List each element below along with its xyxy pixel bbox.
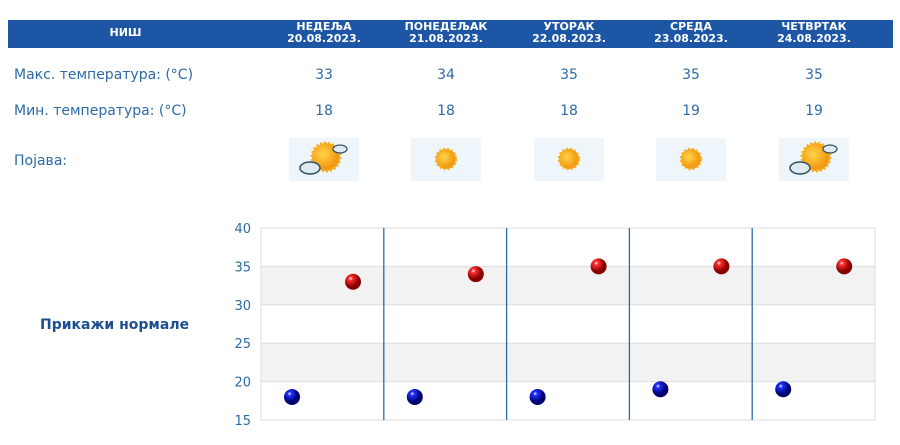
min-temp-value: 19 bbox=[805, 103, 823, 119]
min-temp-point bbox=[284, 388, 300, 405]
grid-band bbox=[261, 343, 875, 382]
day-name: ПОНЕДЕЉАК bbox=[404, 20, 488, 33]
day-date: 24.08.2023. bbox=[777, 32, 851, 45]
day-header: ПОНЕДЕЉАК 21.08.2023. bbox=[385, 21, 507, 45]
y-tick-label: 20 bbox=[234, 376, 251, 391]
grid-band bbox=[261, 266, 875, 305]
day-name: ЧЕТВРТАК bbox=[781, 20, 847, 33]
max-temp-value: 33 bbox=[315, 67, 333, 83]
y-tick-label: 35 bbox=[234, 260, 251, 275]
day-header: НЕДЕЉА 20.08.2023. bbox=[263, 21, 385, 45]
sunny-icon bbox=[411, 138, 481, 181]
min-temp-value: 18 bbox=[560, 103, 578, 119]
sunny-icon bbox=[534, 138, 604, 181]
city-name: НИШ bbox=[109, 26, 142, 39]
header-bar: НИШ НЕДЕЉА 20.08.2023. ПОНЕДЕЉАК 21.08.2023… bbox=[8, 20, 893, 48]
sunny-icon bbox=[656, 138, 726, 181]
day-header: СРЕДА 23.08.2023. bbox=[630, 21, 752, 45]
min-temp-point bbox=[652, 381, 669, 398]
min-temp-value: 18 bbox=[437, 103, 455, 119]
phenomenon-label: Појава: bbox=[14, 153, 68, 169]
min-temp-point bbox=[775, 381, 792, 398]
min-temp-point bbox=[406, 388, 423, 405]
max-temp-point bbox=[836, 258, 853, 275]
y-tick-label: 15 bbox=[234, 414, 251, 429]
day-date: 20.08.2023. bbox=[287, 32, 361, 45]
day-name: УТОРАК bbox=[543, 20, 595, 33]
max-temp-point bbox=[713, 258, 730, 275]
day-header: ЧЕТВРТАК 24.08.2023. bbox=[753, 21, 875, 45]
day-name: НЕДЕЉА bbox=[296, 20, 352, 33]
max-temp-value: 35 bbox=[560, 67, 578, 83]
day-date: 22.08.2023. bbox=[532, 32, 606, 45]
max-temp-value: 34 bbox=[437, 67, 455, 83]
y-tick-label: 25 bbox=[234, 337, 251, 352]
max-temp-value: 35 bbox=[682, 67, 700, 83]
day-header: УТОРАК 22.08.2023. bbox=[508, 21, 630, 45]
show-normals-link[interactable]: Прикажи нормале bbox=[40, 317, 190, 333]
max-temp-value: 35 bbox=[805, 67, 823, 83]
min-temp-value: 19 bbox=[682, 103, 700, 119]
y-tick-label: 30 bbox=[234, 299, 251, 314]
y-tick-label: 40 bbox=[234, 222, 251, 237]
partly-cloudy-icon bbox=[289, 138, 359, 181]
day-date: 23.08.2023. bbox=[654, 32, 728, 45]
min-temp-point bbox=[529, 388, 546, 405]
max-temp-point bbox=[467, 266, 484, 283]
day-date: 21.08.2023. bbox=[409, 32, 483, 45]
min-temp-value: 18 bbox=[315, 103, 333, 119]
max-temp-label: Макс. температура: (°C) bbox=[14, 67, 194, 83]
max-temp-point bbox=[590, 258, 607, 275]
max-temp-point bbox=[345, 273, 361, 290]
partly-cloudy-icon bbox=[779, 138, 849, 181]
min-temp-label: Мин. температура: (°C) bbox=[14, 103, 187, 119]
day-name: СРЕДА bbox=[670, 20, 712, 33]
